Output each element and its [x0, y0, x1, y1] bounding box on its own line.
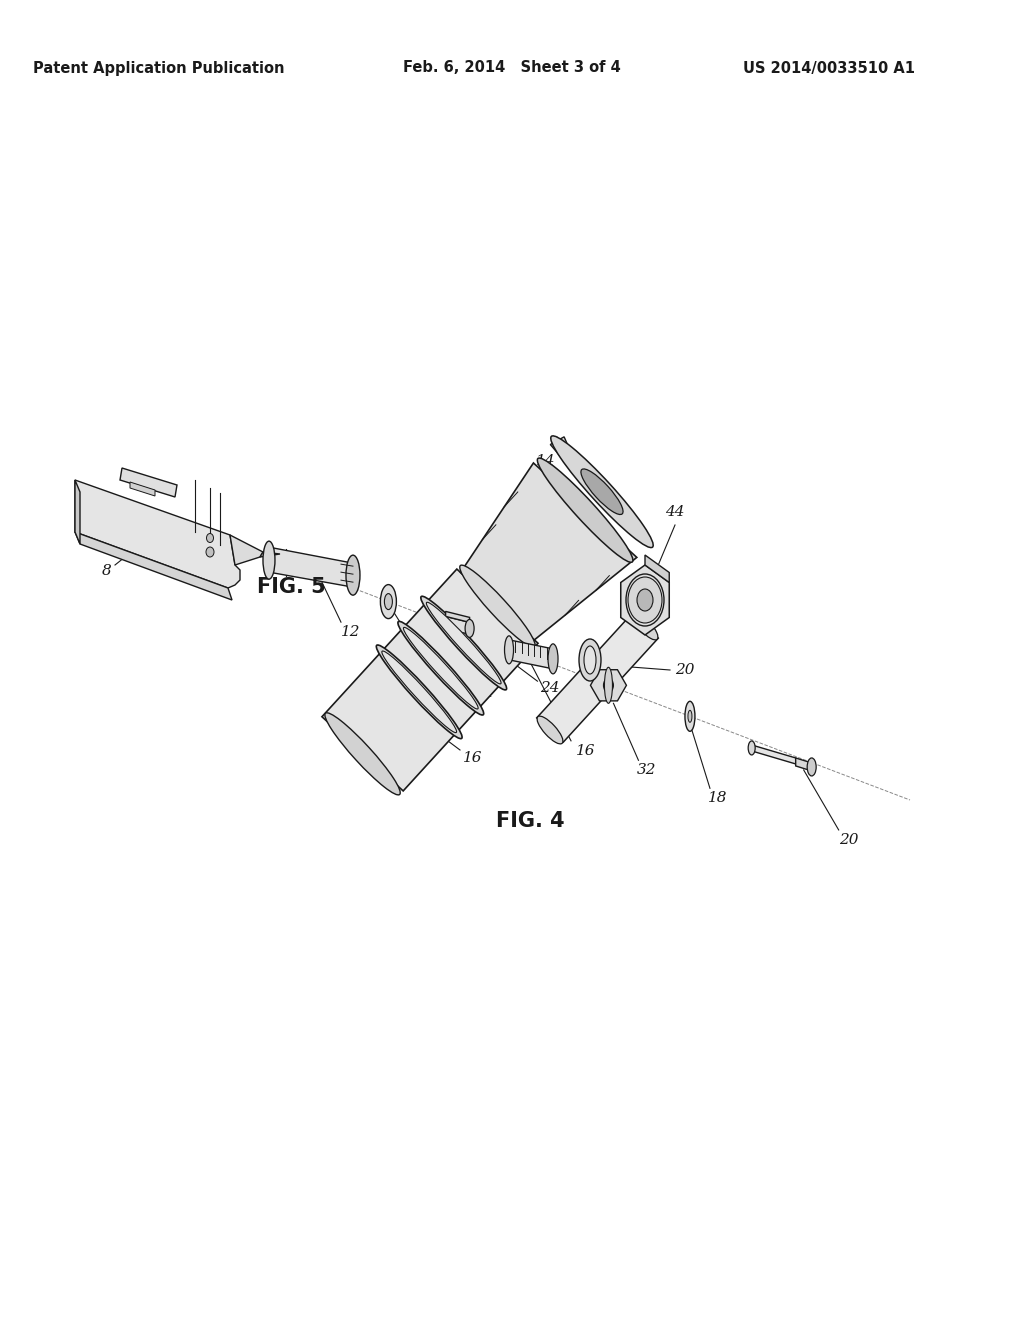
Text: 24: 24 [540, 681, 559, 696]
Text: 44: 44 [666, 506, 685, 519]
Text: 24: 24 [474, 686, 494, 701]
Text: FIG. 5: FIG. 5 [257, 577, 327, 598]
Polygon shape [120, 469, 177, 498]
Polygon shape [75, 532, 232, 601]
Text: 12: 12 [341, 626, 360, 639]
Ellipse shape [551, 436, 653, 548]
Text: FIG. 4: FIG. 4 [496, 810, 564, 832]
Ellipse shape [579, 639, 601, 681]
Text: 20: 20 [675, 663, 694, 677]
Ellipse shape [384, 594, 392, 610]
Text: 20: 20 [839, 833, 858, 847]
Polygon shape [621, 565, 670, 635]
Ellipse shape [628, 577, 662, 623]
Text: 16: 16 [463, 751, 482, 766]
Polygon shape [537, 614, 658, 742]
Text: 16: 16 [577, 744, 596, 758]
Ellipse shape [584, 645, 596, 675]
Ellipse shape [749, 741, 755, 755]
Polygon shape [230, 535, 263, 565]
Ellipse shape [538, 458, 633, 562]
Ellipse shape [685, 701, 695, 731]
Ellipse shape [505, 636, 513, 664]
Ellipse shape [537, 717, 563, 744]
Ellipse shape [632, 612, 658, 640]
Polygon shape [260, 552, 280, 557]
Polygon shape [645, 554, 670, 582]
Ellipse shape [206, 546, 214, 557]
Ellipse shape [465, 619, 474, 638]
Ellipse shape [398, 622, 483, 715]
Polygon shape [445, 611, 470, 623]
Polygon shape [461, 463, 637, 640]
Text: 8: 8 [102, 564, 112, 578]
Ellipse shape [325, 713, 400, 795]
Polygon shape [269, 548, 353, 587]
Text: 18: 18 [709, 791, 728, 805]
Text: US 2014/0033510 A1: US 2014/0033510 A1 [743, 61, 915, 75]
Ellipse shape [603, 678, 613, 692]
Ellipse shape [426, 602, 501, 684]
Polygon shape [130, 482, 155, 496]
Ellipse shape [688, 710, 692, 722]
Polygon shape [550, 437, 584, 482]
Ellipse shape [604, 668, 612, 704]
Polygon shape [509, 640, 553, 669]
Text: Feb. 6, 2014   Sheet 3 of 4: Feb. 6, 2014 Sheet 3 of 4 [403, 61, 621, 75]
Ellipse shape [548, 644, 558, 673]
Polygon shape [445, 616, 470, 635]
Polygon shape [75, 480, 80, 544]
Polygon shape [322, 569, 538, 791]
Ellipse shape [421, 597, 507, 690]
Text: 14: 14 [424, 661, 443, 676]
Ellipse shape [581, 469, 623, 515]
Ellipse shape [263, 541, 275, 579]
Polygon shape [796, 758, 812, 771]
Polygon shape [752, 744, 796, 764]
Ellipse shape [807, 758, 816, 776]
Ellipse shape [460, 565, 536, 647]
Ellipse shape [380, 585, 396, 619]
Ellipse shape [346, 556, 360, 595]
Polygon shape [75, 480, 240, 587]
Ellipse shape [376, 645, 462, 739]
Ellipse shape [382, 651, 457, 733]
Text: Patent Application Publication: Patent Application Publication [33, 61, 285, 75]
Text: 14: 14 [536, 454, 555, 467]
Ellipse shape [637, 589, 653, 611]
Ellipse shape [207, 533, 213, 543]
Ellipse shape [403, 627, 478, 709]
Text: 32: 32 [637, 763, 656, 777]
